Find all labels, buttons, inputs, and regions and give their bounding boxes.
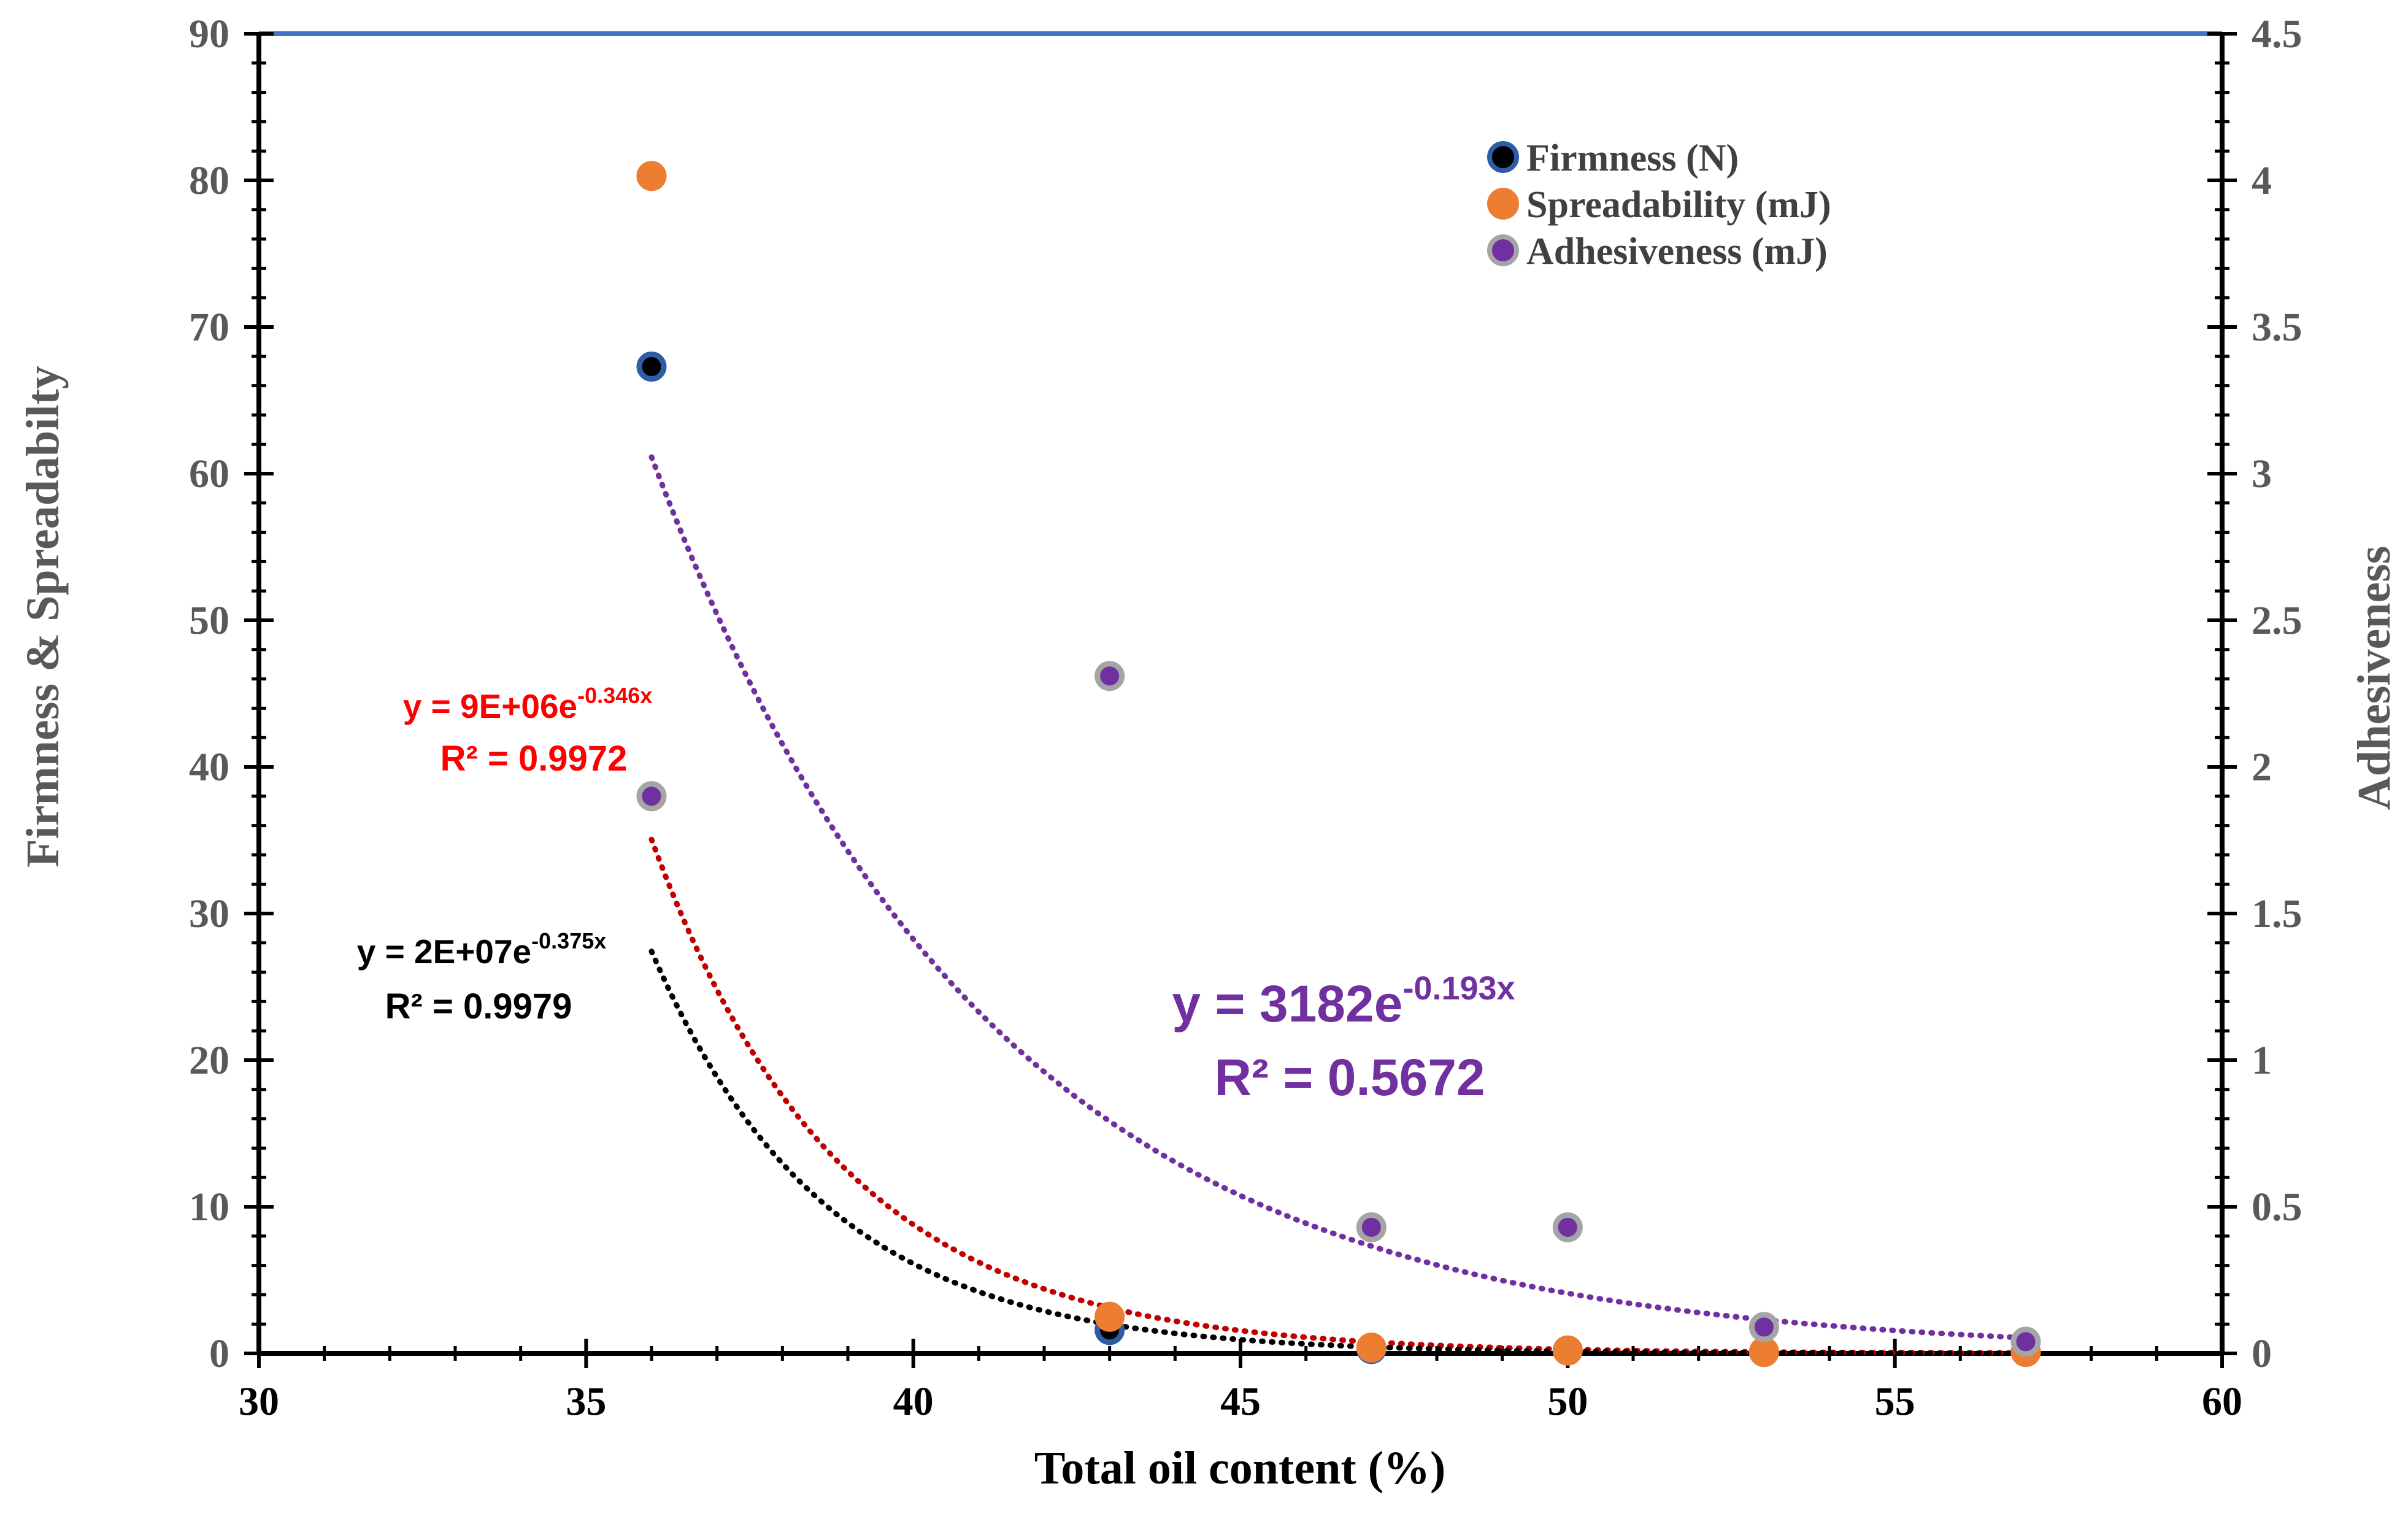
data-point-spreadability bbox=[1094, 1301, 1125, 1332]
data-point-adhesiveness bbox=[1748, 1312, 1779, 1342]
data-point-spreadability bbox=[1356, 1332, 1387, 1363]
y2-tick-label: 2 bbox=[2252, 745, 2272, 790]
equation-adhesiveness-exponent: -0.193x bbox=[1402, 970, 1515, 1007]
y-axis-label: Firmness & Spreadabilty bbox=[17, 366, 69, 868]
y2-tick-label: 0 bbox=[2252, 1331, 2272, 1376]
y-tick-label: 40 bbox=[189, 745, 229, 790]
equation-firmness-exponent: -0.375x bbox=[531, 928, 606, 953]
y-tick-label: 30 bbox=[189, 891, 229, 936]
data-point-adhesiveness bbox=[1356, 1212, 1387, 1242]
data-point-spreadability bbox=[1552, 1335, 1583, 1366]
y2-tick-label: 1 bbox=[2252, 1038, 2272, 1083]
x-tick-label: 30 bbox=[239, 1379, 279, 1424]
data-point-adhesiveness bbox=[1094, 661, 1125, 691]
x-tick-label: 55 bbox=[1875, 1379, 1915, 1424]
x-tick-label: 35 bbox=[566, 1379, 606, 1424]
r2-spreadability: R² = 0.9972 bbox=[440, 739, 628, 779]
svg-text:y = 9E+06e-0.346x: y = 9E+06e-0.346x bbox=[403, 683, 653, 725]
equation-spreadability-exponent: -0.346x bbox=[577, 683, 652, 708]
data-point-firmness bbox=[636, 352, 667, 382]
trendline-firmness bbox=[648, 948, 2029, 1356]
svg-text:y = 2E+07e-0.375x: y = 2E+07e-0.375x bbox=[357, 928, 607, 971]
legend-label-adhesiveness: Adhesiveness (mJ) bbox=[1526, 231, 1828, 272]
x-tick-label: 40 bbox=[893, 1379, 934, 1424]
y-tick-label: 20 bbox=[189, 1038, 229, 1083]
svg-text:y = 3182e-0.193x: y = 3182e-0.193x bbox=[1172, 970, 1515, 1033]
y2-tick-label: 2.5 bbox=[2252, 598, 2302, 643]
y-tick-label: 60 bbox=[189, 452, 229, 496]
data-point-spreadability bbox=[636, 161, 667, 191]
equation-spreadability: y = 9E+06e-0.346x R² = 0.9972 bbox=[403, 683, 653, 779]
legend-label-spreadability: Spreadability (mJ) bbox=[1526, 184, 1831, 226]
y2-tick-label: 4.5 bbox=[2252, 12, 2302, 56]
trendline-adhesiveness bbox=[648, 454, 2029, 1341]
equation-firmness-base: y = 2E+07e bbox=[357, 933, 531, 971]
y-tick-label: 70 bbox=[189, 305, 229, 350]
legend-label-firmness: Firmness (N) bbox=[1526, 137, 1739, 179]
data-point-adhesiveness bbox=[636, 781, 667, 812]
x-tick-label: 50 bbox=[1547, 1379, 1588, 1424]
legend-marker-firmness bbox=[1487, 141, 1519, 173]
x-tick-label: 45 bbox=[1220, 1379, 1261, 1424]
r2-firmness: R² = 0.9979 bbox=[385, 987, 572, 1026]
y-tick-label: 50 bbox=[189, 598, 229, 643]
equation-adhesiveness: y = 3182e-0.193x R² = 0.5672 bbox=[1172, 970, 1515, 1106]
y2-axis-label: Adhesiveness bbox=[2348, 546, 2400, 810]
r2-adhesiveness: R² = 0.5672 bbox=[1214, 1049, 1485, 1106]
legend-marker-spreadability bbox=[1487, 188, 1519, 220]
y2-tick-label: 0.5 bbox=[2252, 1185, 2302, 1229]
x-axis-label: Total oil content (%) bbox=[1034, 1442, 1446, 1494]
x-tick-label: 60 bbox=[2202, 1379, 2242, 1424]
data-point-adhesiveness bbox=[2010, 1326, 2041, 1357]
y-tick-label: 80 bbox=[189, 158, 229, 203]
data-point-adhesiveness bbox=[1552, 1212, 1583, 1242]
y2-tick-label: 3 bbox=[2252, 452, 2272, 496]
y2-tick-label: 3.5 bbox=[2252, 305, 2302, 350]
legend: Firmness (N) Spreadability (mJ) Adhesive… bbox=[1487, 137, 1831, 272]
y-tick-label: 90 bbox=[189, 12, 229, 56]
equation-adhesiveness-base: y = 3182e bbox=[1172, 975, 1402, 1033]
equation-spreadability-base: y = 9E+06e bbox=[403, 687, 577, 725]
y-tick-label: 10 bbox=[189, 1185, 229, 1229]
axes-layer: 30 35 40 45 50 55 60010203040506070809000.511.… bbox=[189, 12, 2302, 1424]
y2-tick-label: 1.5 bbox=[2252, 891, 2302, 936]
legend-marker-adhesiveness bbox=[1487, 234, 1519, 266]
points-layer bbox=[636, 161, 2041, 1368]
trendline-spreadability bbox=[648, 836, 2029, 1356]
y-tick-label: 0 bbox=[209, 1331, 229, 1376]
data-point-spreadability bbox=[1748, 1337, 1779, 1368]
y2-tick-label: 4 bbox=[2252, 158, 2272, 203]
equation-firmness: y = 2E+07e-0.375x R² = 0.9979 bbox=[357, 928, 607, 1026]
trendline-layer bbox=[648, 454, 2029, 1356]
